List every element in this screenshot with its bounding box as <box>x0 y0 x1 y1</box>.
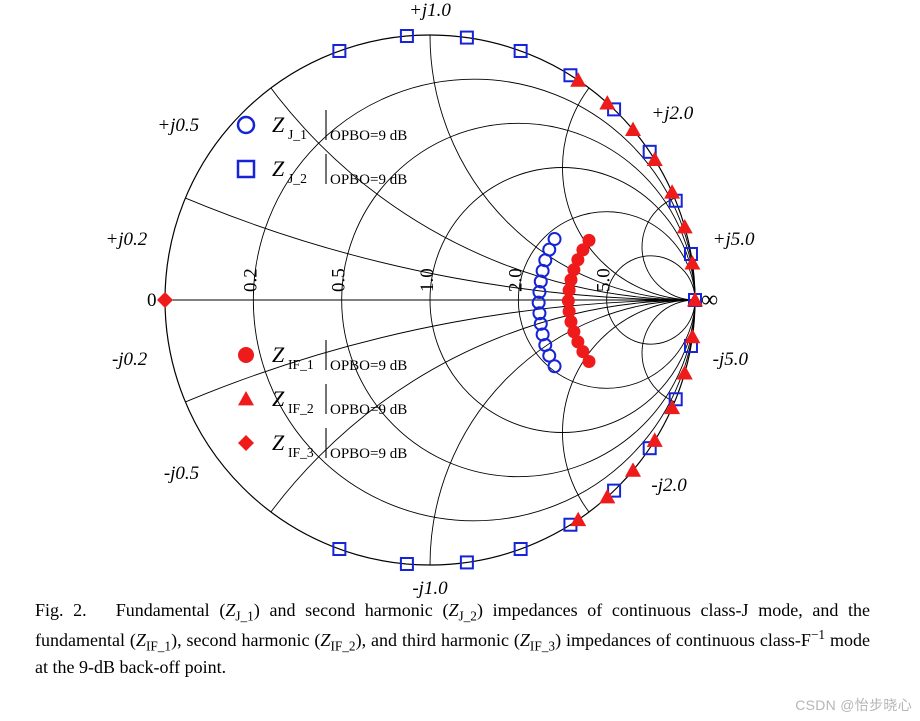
svg-text:5.0: 5.0 <box>594 268 615 292</box>
svg-text:∞: ∞ <box>701 287 718 313</box>
svg-text:Z: Z <box>272 342 285 367</box>
svg-text:-j2.0: -j2.0 <box>651 475 687 496</box>
svg-text:+j0.2: +j0.2 <box>105 229 147 250</box>
svg-text:+j5.0: +j5.0 <box>713 229 755 250</box>
svg-text:IF_2: IF_2 <box>288 401 314 416</box>
svg-text:OPBO=9 dB: OPBO=9 dB <box>330 358 407 374</box>
svg-text:-j1.0: -j1.0 <box>412 578 448 599</box>
cap-p1: Fundamental ( <box>116 600 226 620</box>
svg-text:IF_1: IF_1 <box>288 357 314 372</box>
svg-text:0.2: 0.2 <box>240 268 261 292</box>
svg-text:+j1.0: +j1.0 <box>409 0 451 21</box>
smith-chart-svg: 0 ∞ 0.2 0.5 1.0 2.0 5.0 +j0.2 +j0.5 +j1.0 +j2.0 +j5… <box>0 0 920 600</box>
svg-text:J_2: J_2 <box>288 171 307 186</box>
smith-chart: 0 ∞ 0.2 0.5 1.0 2.0 5.0 +j0.2 +j0.5 +j1.0 +j2.0 +j5… <box>0 0 920 600</box>
svg-text:OPBO=9 dB: OPBO=9 dB <box>330 128 407 144</box>
svg-text:+j0.5: +j0.5 <box>157 115 199 136</box>
caption-label: Fig. 2. <box>35 600 87 620</box>
svg-text:-j0.5: -j0.5 <box>164 463 199 484</box>
svg-text:Z: Z <box>272 112 285 137</box>
svg-text:-j0.2: -j0.2 <box>112 349 148 370</box>
svg-text:2.0: 2.0 <box>505 268 526 292</box>
svg-text:Z: Z <box>272 156 285 181</box>
svg-text:+j2.0: +j2.0 <box>651 103 693 124</box>
svg-text:OPBO=9 dB: OPBO=9 dB <box>330 446 407 462</box>
svg-text:Z: Z <box>272 430 285 455</box>
svg-text:-j5.0: -j5.0 <box>713 349 749 370</box>
svg-text:OPBO=9 dB: OPBO=9 dB <box>330 172 407 188</box>
svg-text:IF_3: IF_3 <box>288 445 314 460</box>
svg-text:OPBO=9 dB: OPBO=9 dB <box>330 402 407 418</box>
watermark: CSDN @怡步晓心 <box>795 695 912 715</box>
svg-text:0: 0 <box>147 290 157 311</box>
svg-text:0.5: 0.5 <box>329 268 350 292</box>
svg-text:Z: Z <box>272 386 285 411</box>
svg-text:1.0: 1.0 <box>417 268 438 292</box>
figure-caption: Fig. 2. Fundamental (ZJ_1) and second ha… <box>35 598 870 679</box>
svg-text:J_1: J_1 <box>288 127 307 142</box>
